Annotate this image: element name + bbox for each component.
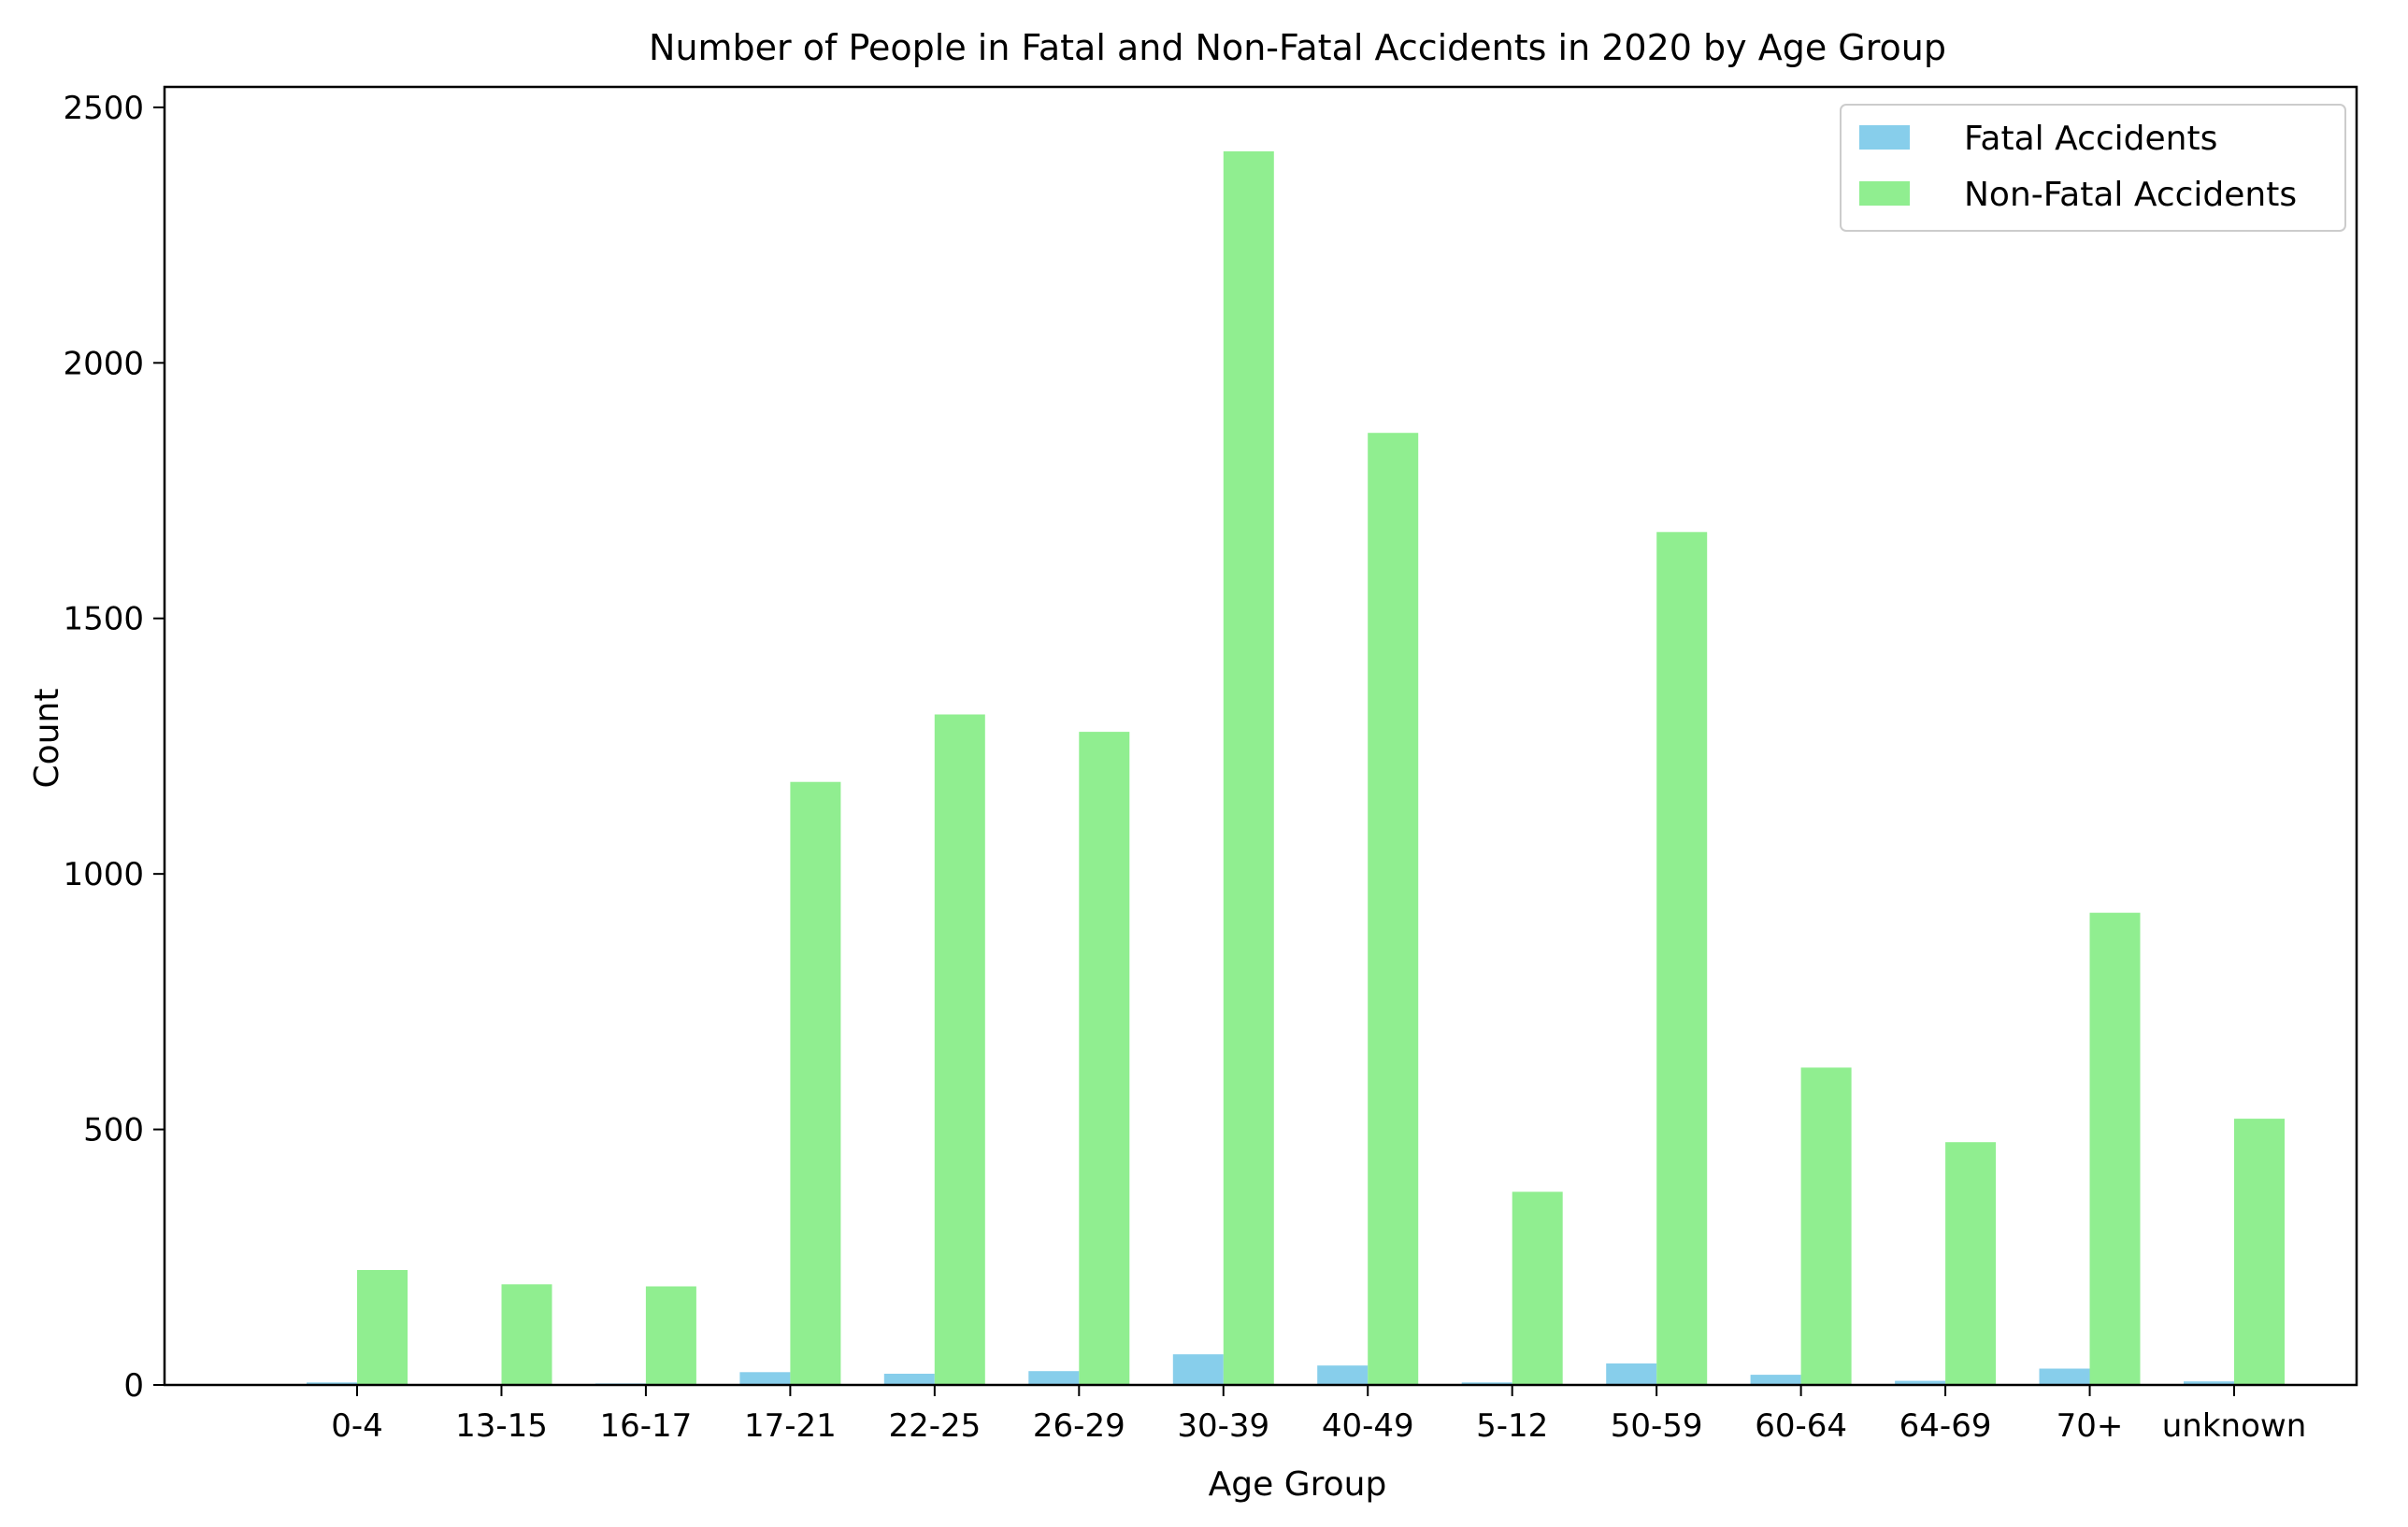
bar-non-fatal-22-25	[934, 714, 985, 1385]
y-tick-label: 1000	[63, 856, 144, 893]
bar-non-fatal-26-29	[1079, 732, 1130, 1385]
bar-non-fatal-13-15	[501, 1284, 552, 1385]
bar-fatal-60-64	[1750, 1375, 1801, 1385]
x-tick-label: 0-4	[331, 1407, 383, 1445]
y-tick-label: 1500	[63, 601, 144, 638]
bar-fatal-unknown	[2184, 1381, 2234, 1385]
x-tick-label: 17-21	[744, 1407, 837, 1445]
bar-fatal-40-49	[1317, 1365, 1369, 1385]
bar-non-fatal-64-69	[1945, 1142, 1997, 1385]
bar-fatal-5-12	[1461, 1382, 1512, 1385]
bar-non-fatal-30-39	[1223, 150, 1274, 1385]
chart-title: Number of People in Fatal and Non-Fatal …	[649, 27, 1946, 68]
x-tick-label: unknown	[2162, 1407, 2307, 1445]
bar-fatal-64-69	[1895, 1380, 1946, 1385]
bar-non-fatal-17-21	[790, 781, 841, 1385]
x-tick-label: 16-17	[600, 1407, 693, 1445]
x-tick-label: 13-15	[455, 1407, 548, 1445]
legend-swatch-fatal	[1859, 125, 1910, 150]
y-tick-label: 0	[123, 1367, 144, 1405]
x-axis-label: Age Group	[1209, 1465, 1387, 1504]
legend-label-non-fatal: Non-Fatal Accidents	[1964, 176, 2297, 214]
y-tick-label: 500	[83, 1112, 144, 1149]
bar-fatal-17-21	[739, 1372, 791, 1385]
x-tick-label: 40-49	[1322, 1407, 1414, 1445]
y-tick-label: 2000	[63, 345, 144, 382]
y-tick-label: 2500	[63, 90, 144, 127]
bar-fatal-70+	[2039, 1368, 2090, 1385]
x-tick-label: 22-25	[888, 1407, 981, 1445]
x-tick-label: 64-69	[1899, 1407, 1992, 1445]
bar-fatal-50-59	[1606, 1363, 1657, 1385]
x-tick-label: 26-29	[1033, 1407, 1125, 1445]
y-axis-label: Count	[28, 689, 66, 789]
legend-label-fatal: Fatal Accidents	[1964, 120, 2217, 158]
bar-non-fatal-unknown	[2234, 1119, 2285, 1385]
bar-non-fatal-60-64	[1800, 1067, 1852, 1385]
x-tick-label: 5-12	[1476, 1407, 1548, 1445]
x-tick-label: 50-59	[1611, 1407, 1703, 1445]
bar-fatal-22-25	[883, 1374, 935, 1385]
bar-non-fatal-70+	[2089, 912, 2141, 1385]
legend: Fatal Accidents Non-Fatal Accidents	[1840, 104, 2346, 232]
bar-fatal-26-29	[1028, 1371, 1080, 1385]
x-tick-label: 30-39	[1177, 1407, 1269, 1445]
x-axis-ticks: 0-4 13-15 16-17 17-21 22-25 26-29 30-39 40-49 5-…	[331, 1385, 2306, 1445]
bar-fatal-30-39	[1172, 1354, 1224, 1385]
bar-non-fatal-0-4	[357, 1270, 408, 1385]
legend-frame	[1840, 104, 2346, 232]
x-tick-label: 60-64	[1755, 1407, 1847, 1445]
x-tick-label: 70+	[2057, 1407, 2124, 1445]
bar-non-fatal-50-59	[1656, 532, 1708, 1385]
bar-non-fatal-16-17	[645, 1286, 696, 1385]
bar-non-fatal-40-49	[1368, 433, 1419, 1385]
plot-frame	[163, 85, 2358, 1387]
y-axis-ticks: 0 500 1000 1500 2000 2500	[63, 90, 165, 1405]
legend-swatch-non-fatal	[1859, 181, 1910, 206]
bar-fatal-0-4	[307, 1382, 357, 1385]
bars-layer	[307, 150, 2285, 1385]
bar-non-fatal-5-12	[1512, 1192, 1563, 1385]
